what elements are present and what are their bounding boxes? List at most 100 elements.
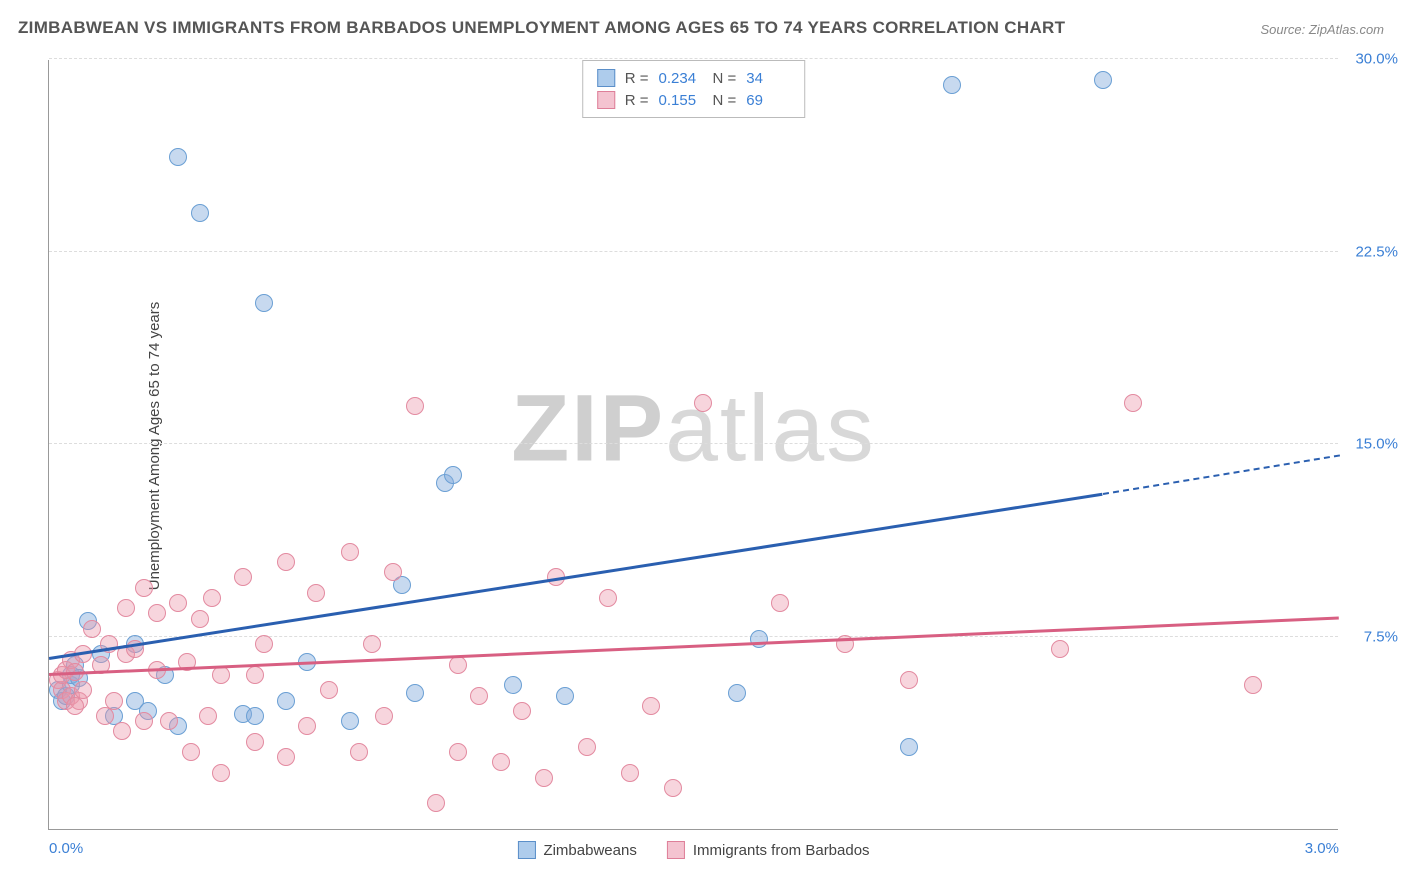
grid-line [49, 251, 1338, 252]
scatter-point-zimbabweans [444, 466, 462, 484]
scatter-point-barbados [148, 604, 166, 622]
scatter-point-barbados [160, 712, 178, 730]
legend-item-barbados: Immigrants from Barbados [667, 841, 870, 859]
scatter-point-barbados [578, 738, 596, 756]
scatter-point-zimbabweans [277, 692, 295, 710]
y-tick-label: 22.5% [1355, 243, 1398, 260]
scatter-point-zimbabweans [750, 630, 768, 648]
legend-label: Immigrants from Barbados [693, 842, 870, 859]
y-tick-label: 7.5% [1364, 628, 1398, 645]
scatter-point-barbados [492, 753, 510, 771]
scatter-point-barbados [1124, 394, 1142, 412]
scatter-point-barbados [664, 779, 682, 797]
trend-line [49, 616, 1339, 675]
legend-label: Zimbabweans [543, 842, 636, 859]
scatter-point-barbados [307, 584, 325, 602]
scatter-point-barbados [449, 656, 467, 674]
scatter-point-barbados [255, 635, 273, 653]
grid-line [49, 58, 1338, 59]
series-legend: Zimbabweans Immigrants from Barbados [517, 841, 869, 859]
plot-area: ZIPatlas R =0.234N =34R =0.155N =69 Zimb… [48, 60, 1338, 830]
scatter-point-barbados [513, 702, 531, 720]
scatter-point-barbados [212, 666, 230, 684]
stats-row-zimbabweans: R = 0.234 N = 34 [597, 67, 791, 89]
scatter-point-barbados [234, 568, 252, 586]
scatter-point-zimbabweans [191, 204, 209, 222]
legend-swatch-barbados [597, 91, 615, 109]
r-value: 0.155 [659, 92, 703, 109]
scatter-point-zimbabweans [504, 676, 522, 694]
trend-line [1102, 455, 1339, 495]
scatter-point-barbados [406, 397, 424, 415]
legend-swatch-zimbabweans [517, 841, 535, 859]
scatter-point-barbados [375, 707, 393, 725]
scatter-point-barbados [470, 687, 488, 705]
scatter-point-barbados [83, 620, 101, 638]
scatter-point-barbados [427, 794, 445, 812]
y-tick-label: 15.0% [1355, 436, 1398, 453]
scatter-point-barbados [298, 717, 316, 735]
scatter-point-barbados [320, 681, 338, 699]
n-value: 34 [746, 70, 790, 87]
scatter-point-barbados [771, 594, 789, 612]
scatter-point-barbados [246, 666, 264, 684]
scatter-point-barbados [900, 671, 918, 689]
scatter-point-zimbabweans [246, 707, 264, 725]
scatter-point-barbados [694, 394, 712, 412]
scatter-point-barbados [169, 594, 187, 612]
chart-title: ZIMBABWEAN VS IMMIGRANTS FROM BARBADOS U… [18, 18, 1065, 38]
scatter-point-barbados [535, 769, 553, 787]
legend-item-zimbabweans: Zimbabweans [517, 841, 636, 859]
scatter-point-barbados [135, 579, 153, 597]
scatter-point-barbados [341, 543, 359, 561]
watermark: ZIPatlas [511, 375, 875, 484]
scatter-point-barbados [1051, 640, 1069, 658]
x-tick-label: 0.0% [49, 840, 83, 857]
scatter-point-barbados [384, 563, 402, 581]
scatter-point-zimbabweans [1094, 71, 1112, 89]
scatter-point-barbados [621, 764, 639, 782]
scatter-point-barbados [449, 743, 467, 761]
scatter-point-zimbabweans [255, 294, 273, 312]
n-value: 69 [746, 92, 790, 109]
legend-swatch-zimbabweans [597, 69, 615, 87]
scatter-point-barbados [277, 553, 295, 571]
scatter-point-barbados [212, 764, 230, 782]
stats-row-barbados: R = 0.155 N = 69 [597, 89, 791, 111]
x-tick-label: 3.0% [1305, 840, 1339, 857]
scatter-point-barbados [113, 722, 131, 740]
scatter-point-barbados [1244, 676, 1262, 694]
scatter-point-barbados [199, 707, 217, 725]
scatter-point-barbados [117, 599, 135, 617]
n-label: N = [713, 92, 737, 109]
scatter-point-zimbabweans [900, 738, 918, 756]
n-label: N = [713, 70, 737, 87]
scatter-point-barbados [363, 635, 381, 653]
scatter-point-zimbabweans [341, 712, 359, 730]
r-label: R = [625, 92, 649, 109]
scatter-point-zimbabweans [169, 148, 187, 166]
source-attribution: Source: ZipAtlas.com [1260, 22, 1384, 37]
scatter-point-barbados [135, 712, 153, 730]
grid-line [49, 636, 1338, 637]
watermark-bold: ZIP [511, 376, 665, 482]
scatter-point-zimbabweans [728, 684, 746, 702]
watermark-light: atlas [665, 376, 876, 482]
scatter-point-zimbabweans [943, 76, 961, 94]
scatter-point-barbados [66, 697, 84, 715]
scatter-point-barbados [246, 733, 264, 751]
y-tick-label: 30.0% [1355, 51, 1398, 68]
r-value: 0.234 [659, 70, 703, 87]
scatter-point-barbados [96, 707, 114, 725]
scatter-point-barbados [191, 610, 209, 628]
legend-swatch-barbados [667, 841, 685, 859]
scatter-point-zimbabweans [556, 687, 574, 705]
grid-line [49, 443, 1338, 444]
scatter-point-barbados [277, 748, 295, 766]
scatter-point-barbados [642, 697, 660, 715]
scatter-point-barbados [599, 589, 617, 607]
scatter-point-barbados [182, 743, 200, 761]
r-label: R = [625, 70, 649, 87]
stats-legend: R = 0.234 N = 34 R = 0.155 N = 69 [582, 60, 806, 118]
scatter-point-barbados [350, 743, 368, 761]
